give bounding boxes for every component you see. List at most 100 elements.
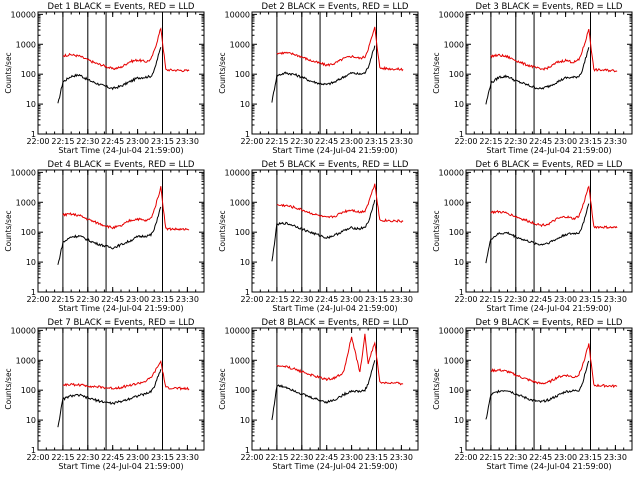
y-tick-label: 10 (454, 100, 464, 109)
x-tick-label: 22:45 (529, 453, 552, 462)
y-tick-label: 1000 (444, 198, 464, 207)
x-tick-label: 22:15 (51, 453, 74, 462)
y-tick-label: 1000 (230, 198, 250, 207)
panel-title: Det 2 BLACK = Events, RED = LLD (262, 2, 409, 12)
x-tick-label: 22:00 (26, 453, 49, 462)
y-tick-label: 100 (449, 386, 464, 395)
y-tick-label: 100 (21, 228, 36, 237)
x-tick-label: 22:15 (479, 137, 502, 146)
x-tick-label: 23:15 (151, 295, 174, 304)
detector-panel-8: 1 10 100 1000 10000 22:00 22:15 22:30 22:45 23:00… (218, 318, 419, 471)
series-line-events (57, 206, 162, 265)
plot-frame (251, 11, 419, 135)
series-line-lld (490, 28, 618, 73)
y-axis-label: Counts/sec (432, 52, 441, 93)
detector-panel-4: 1 10 100 1000 10000 22:00 22:15 22:30 22:45 23:00… (4, 160, 205, 313)
x-tick-label: 23:00 (554, 295, 577, 304)
y-tick-label: 1000 (16, 40, 36, 49)
y-tick-label: 10000 (439, 326, 464, 335)
x-tick-label: 22:30 (504, 453, 527, 462)
series-line-events (271, 199, 376, 262)
x-tick-label: 23:15 (579, 295, 602, 304)
y-tick-label: 1000 (444, 356, 464, 365)
y-tick-label: 10000 (11, 10, 36, 19)
x-tick-label: 22:30 (290, 295, 313, 304)
x-tick-label: 22:00 (240, 295, 263, 304)
y-tick-label: 1 (31, 446, 36, 455)
x-tick-label: 23:30 (390, 453, 413, 462)
x-tick-label: 22:45 (315, 295, 338, 304)
x-axis-label: Start Time (24-Jul-04 21:59:00) (272, 462, 397, 471)
series-line-lld (276, 183, 404, 223)
y-tick-label: 1 (459, 130, 464, 139)
plot-frame (251, 327, 419, 451)
y-tick-label: 100 (21, 386, 36, 395)
y-tick-label: 1000 (444, 40, 464, 49)
y-axis-label: Counts/sec (218, 52, 227, 93)
y-tick-label: 100 (235, 70, 250, 79)
x-tick-label: 22:15 (51, 295, 74, 304)
x-tick-label: 23:30 (604, 453, 627, 462)
panel-title: Det 4 BLACK = Events, RED = LLD (48, 160, 195, 170)
y-tick-label: 10000 (439, 10, 464, 19)
x-tick-label: 22:00 (240, 137, 263, 146)
x-axis-label: Start Time (24-Jul-04 21:59:00) (58, 146, 183, 155)
x-tick-label: 23:00 (340, 137, 363, 146)
series-line-lld (62, 27, 190, 73)
x-tick-label: 22:30 (76, 453, 99, 462)
series-line-lld (62, 186, 190, 231)
detector-panel-2: 1 10 100 1000 10000 22:00 22:15 22:30 22:45 23:00… (218, 2, 419, 155)
x-tick-label: 23:30 (390, 295, 413, 304)
plot-frame (465, 327, 633, 451)
x-tick-label: 22:00 (454, 453, 477, 462)
y-tick-label: 100 (21, 70, 36, 79)
x-tick-label: 22:45 (101, 295, 124, 304)
y-tick-label: 10 (26, 416, 36, 425)
x-tick-label: 22:00 (454, 295, 477, 304)
y-tick-label: 1 (245, 288, 250, 297)
x-tick-label: 23:30 (604, 137, 627, 146)
y-tick-label: 10000 (11, 168, 36, 177)
plot-frame (251, 169, 419, 293)
x-tick-label: 22:15 (479, 295, 502, 304)
y-tick-label: 100 (235, 228, 250, 237)
detector-panel-7: 1 10 100 1000 10000 22:00 22:15 22:30 22:45 23:00… (4, 318, 205, 471)
x-tick-label: 22:30 (76, 137, 99, 146)
x-axis-label: Start Time (24-Jul-04 21:59:00) (486, 304, 611, 313)
x-tick-label: 23:15 (365, 137, 388, 146)
x-tick-label: 23:15 (365, 453, 388, 462)
y-axis-label: Counts/sec (4, 368, 13, 409)
x-tick-label: 22:45 (101, 453, 124, 462)
y-axis-label: Counts/sec (4, 210, 13, 251)
series-line-events (57, 369, 162, 428)
detector-panel-6: 1 10 100 1000 10000 22:00 22:15 22:30 22:45 23:00… (432, 160, 633, 313)
series-line-events (271, 45, 376, 103)
y-tick-label: 1 (31, 288, 36, 297)
series-line-events (485, 203, 590, 264)
x-tick-label: 23:15 (151, 453, 174, 462)
x-tick-label: 22:45 (315, 453, 338, 462)
x-tick-label: 22:45 (101, 137, 124, 146)
x-tick-label: 22:15 (51, 137, 74, 146)
y-tick-label: 10000 (439, 168, 464, 177)
x-tick-label: 23:00 (126, 137, 149, 146)
x-tick-label: 22:00 (240, 453, 263, 462)
panel-title: Det 9 BLACK = Events, RED = LLD (476, 318, 623, 328)
series-line-lld (490, 343, 618, 389)
x-tick-label: 22:30 (504, 137, 527, 146)
x-tick-label: 22:15 (265, 137, 288, 146)
x-tick-label: 22:00 (454, 137, 477, 146)
x-axis-label: Start Time (24-Jul-04 21:59:00) (272, 304, 397, 313)
series-line-lld (276, 333, 404, 386)
plot-frame (37, 11, 205, 135)
x-tick-label: 22:15 (265, 295, 288, 304)
y-tick-label: 1000 (16, 198, 36, 207)
y-tick-label: 100 (449, 228, 464, 237)
x-tick-label: 22:30 (76, 295, 99, 304)
detector-panel-1: 1 10 100 1000 10000 22:00 22:15 22:30 22:45 23:00… (4, 2, 205, 155)
detector-panel-5: 1 10 100 1000 10000 22:00 22:15 22:30 22:45 23:00… (218, 160, 419, 313)
series-line-events (485, 360, 590, 420)
panel-title: Det 3 BLACK = Events, RED = LLD (476, 2, 623, 12)
series-line-lld (490, 185, 618, 230)
